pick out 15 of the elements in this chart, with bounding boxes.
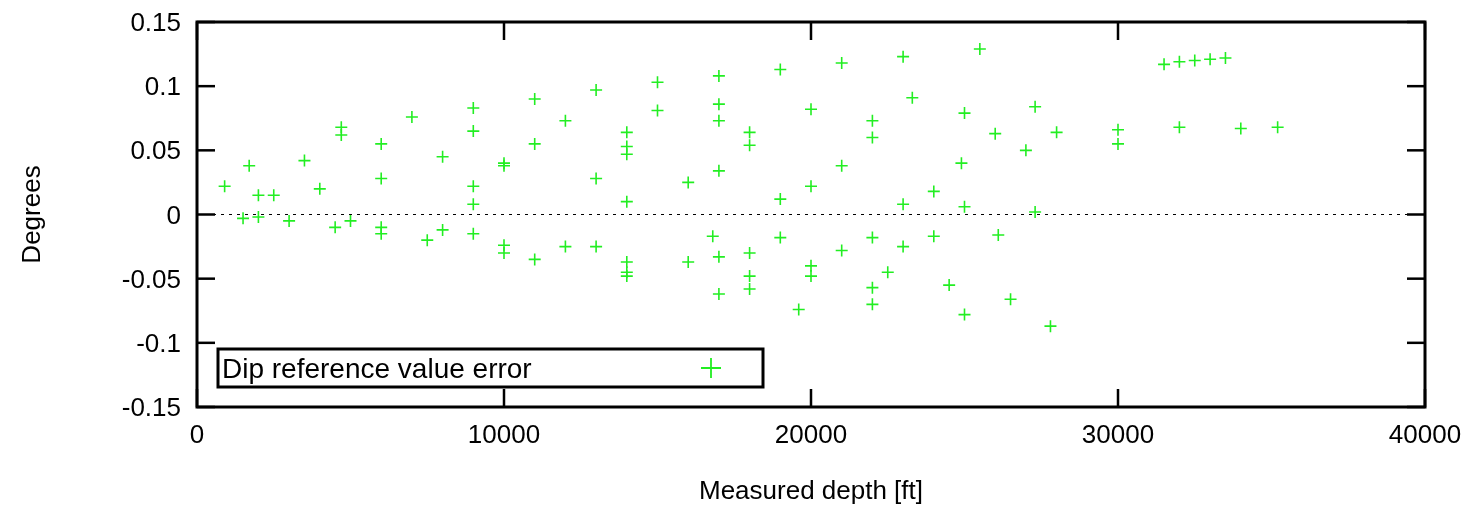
y-tick-label: 0.15 bbox=[130, 7, 181, 37]
x-tick-label: 30000 bbox=[1081, 419, 1155, 449]
y-tick-label: 0 bbox=[166, 199, 181, 230]
y-tick-label: 0.1 bbox=[144, 71, 181, 102]
y-tick-label: 0.05 bbox=[130, 135, 181, 166]
legend: Dip reference value error bbox=[216, 347, 765, 389]
y-tick-label: -0.05 bbox=[121, 263, 181, 294]
y-tick-label: -0.15 bbox=[121, 392, 181, 422]
x-tick-label: 10000 bbox=[467, 419, 541, 449]
y-axis-title: Degrees bbox=[16, 165, 46, 264]
x-tick-label: 40000 bbox=[1388, 419, 1462, 449]
y-tick-label: -0.1 bbox=[136, 327, 181, 358]
x-tick-label: 0 bbox=[189, 419, 205, 449]
x-tick-label: 20000 bbox=[774, 419, 848, 449]
x-axis-title: Measured depth [ft] bbox=[698, 475, 924, 505]
